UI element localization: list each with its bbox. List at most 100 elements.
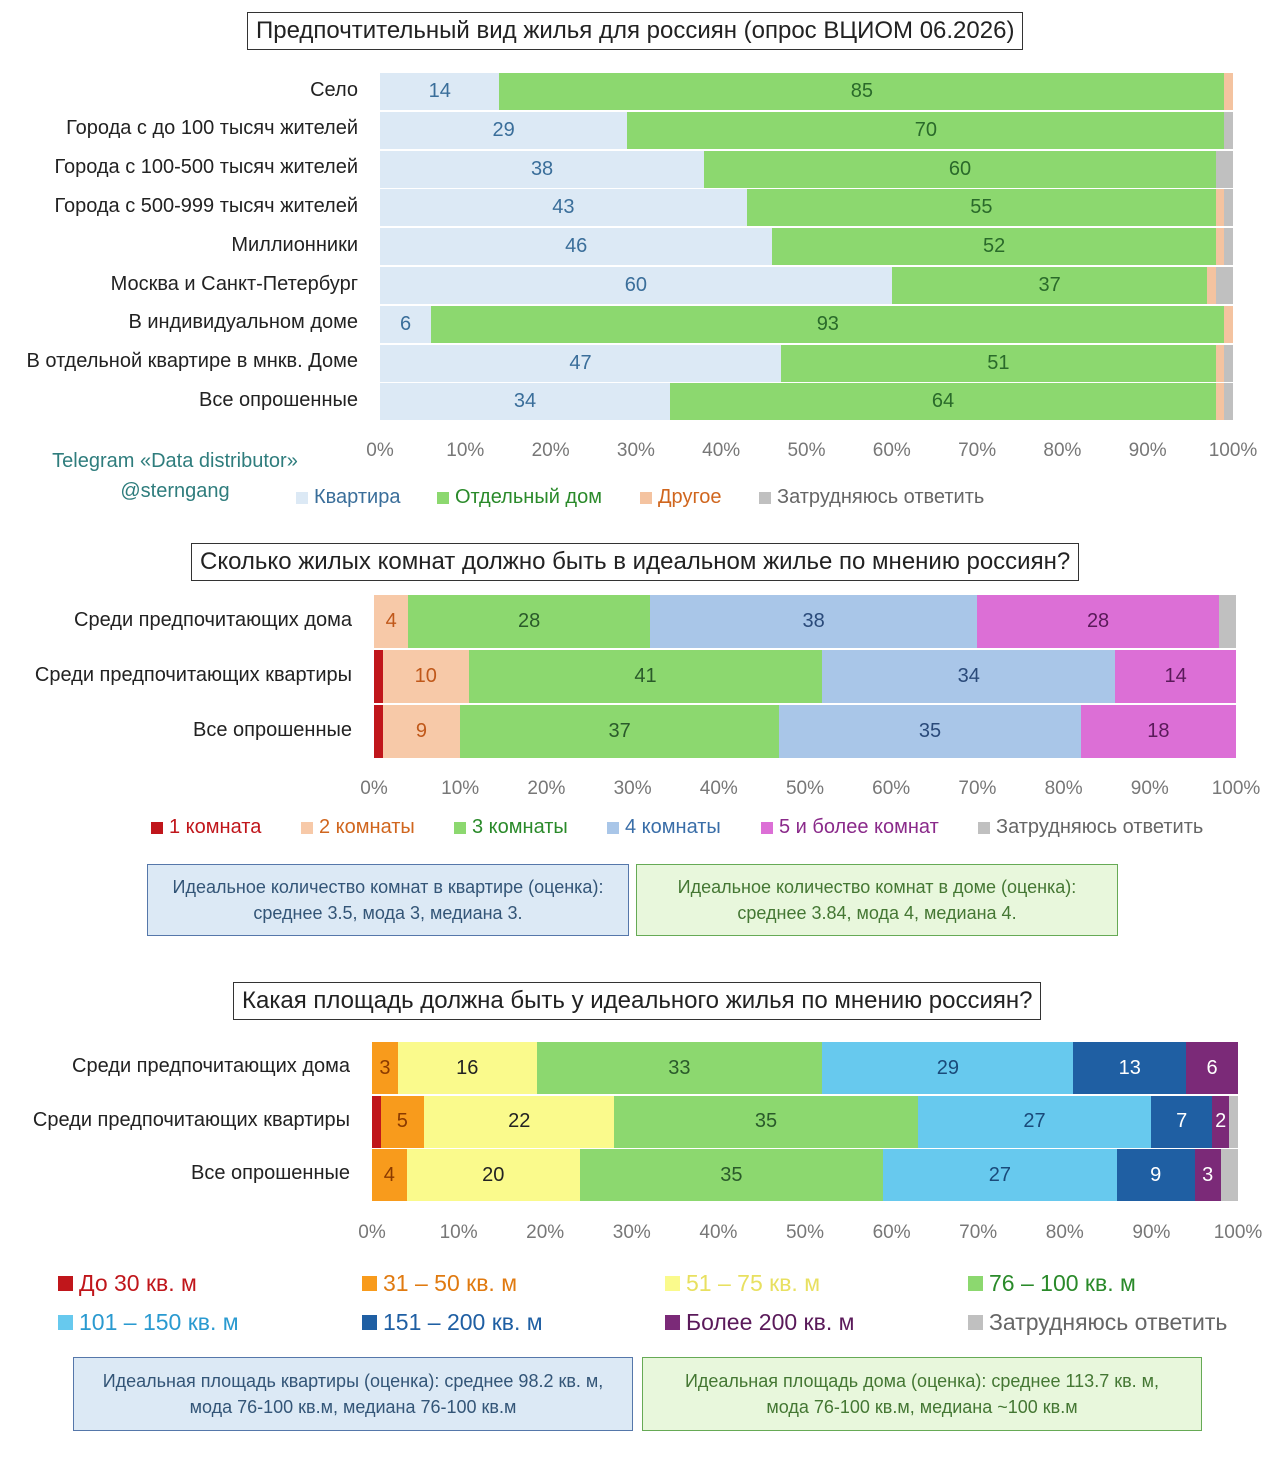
legend-label: Затрудняюсь ответить [989,1309,1228,1335]
bar-segment [1215,383,1225,421]
summary-note-text: Идеальная площадь квартиры (оценка): сре… [103,1368,604,1420]
bar-segment [1224,228,1233,266]
data-label: 47 [569,351,592,374]
x-tick-label: 20% [527,778,566,799]
data-label: 6 [1206,1056,1218,1079]
data-label: 37 [608,720,631,742]
legend-item: 76 – 100 кв. м [968,1270,1136,1297]
data-label: 18 [1147,720,1170,742]
x-tick-label: 60% [872,440,911,461]
legend-label: Затрудняюсь ответить [996,816,1204,838]
x-tick-label: 60% [872,778,911,799]
legend-swatch [362,1276,377,1291]
category-label: Село [310,78,358,101]
category-label: Города с 100-500 тысяч жителей [54,156,358,179]
bar-segment: 28 [977,595,1219,648]
x-tick-label: 10% [446,440,485,461]
bar-segment: 27 [917,1095,1152,1148]
bar-segment [1215,344,1225,382]
bar-row: 6 93 [380,305,1233,343]
data-label: 5 [396,1110,408,1132]
bar-row: 3 16 33 29 13 6 [372,1042,1238,1094]
category-label: Все опрошенные [199,388,358,411]
legend-label: 5 и более комнат [779,816,939,838]
data-label: 93 [816,312,839,335]
legend-swatch [58,1276,73,1291]
x-tick-label: 60% [872,1222,911,1243]
bar-segment [372,1095,381,1148]
data-label: 35 [754,1110,778,1132]
chart2-title: Сколько жилых комнат должно быть в идеал… [191,543,1080,581]
bar-segment: 93 [431,305,1225,343]
bar-segment: 20 [406,1149,580,1201]
data-label: 3 [379,1056,391,1079]
bar-row: 46 52 [380,228,1233,266]
legend-swatch [665,1315,680,1330]
summary-note-line: Идеальное количество комнат в квартире (… [172,877,604,897]
category-label: Среди предпочитающих дома [72,1055,350,1077]
x-tick-label: 80% [1043,440,1082,461]
legend-label: Квартира [314,486,401,508]
x-tick-label: 30% [613,778,652,799]
data-label: 9 [415,720,427,742]
data-label: 27 [1023,1110,1046,1132]
x-tick-label: 40% [699,1222,738,1243]
x-tick-label: 20% [526,1222,565,1243]
data-label: 6 [400,312,412,335]
bar-segment: 60 [380,267,892,304]
legend-label: 31 – 50 кв. м [383,1270,518,1296]
bar-segment: 35 [779,705,1081,758]
data-label: 60 [624,274,648,296]
summary-note-line: среднее 3.5, мода 3, медиана 3. [253,903,523,923]
bar-segment: 46 [380,228,773,266]
legend-label: 3 комнаты [472,816,568,838]
bar-segment: 10 [382,650,469,703]
data-label: 14 [1164,665,1187,687]
data-label: 4 [385,610,397,632]
bar-segment [1224,344,1233,382]
summary-note-line: мода 76-100 кв.м, медиана ~100 кв.м [766,1397,1078,1417]
summary-note: Идеальная площадь дома (оценка): среднее… [642,1357,1202,1431]
bar-segment: 55 [746,189,1216,227]
category-label: Города с 500-999 тысяч жителей [54,194,358,217]
x-tick-label: 90% [1128,440,1167,461]
bar-segment: 4 [372,1149,407,1201]
data-label: 22 [508,1110,531,1132]
legend-label: 2 комнаты [319,816,415,838]
bar-segment: 29 [822,1042,1074,1094]
data-label: 4 [383,1163,395,1186]
legend-label: 1 комната [169,816,262,838]
category-label: Среди предпочитающих квартиры [34,663,352,686]
bar-segment [374,650,383,703]
data-label: 34 [513,390,537,413]
category-label: Все опрошенные [193,718,352,741]
category-label: Все опрошенные [191,1162,350,1184]
bar-segment: 35 [579,1149,883,1201]
data-label: 3 [1202,1163,1214,1186]
chart1-title: Предпочтительный вид жилья для россиян (… [247,12,1024,50]
legend-item: 151 – 200 кв. м [362,1309,543,1336]
data-label: 27 [988,1163,1011,1186]
legend-item: 1 комната [151,816,261,839]
legend-label: Другое [658,486,722,508]
bar-segment [1215,228,1225,266]
data-label: 64 [931,390,955,413]
credit-line1: Telegram «Data distributor» [52,450,298,472]
bar-segment: 38 [380,150,705,188]
bar-segment: 64 [670,383,1216,421]
bar-segment: 18 [1080,705,1236,758]
bar-segment [1207,267,1216,304]
data-label: 10 [414,665,437,687]
data-label: 16 [456,1056,479,1079]
bar-row: 10 41 34 14 [374,650,1236,703]
category-label: Среди предпочитающих квартиры [32,1108,350,1131]
bar-segment: 16 [397,1042,537,1094]
bar-segment: 70 [627,111,1225,149]
data-label: 55 [970,196,993,219]
legend-swatch [454,821,466,834]
legend-item: Квартира [296,486,400,509]
legend-item: 3 комнаты [454,816,568,839]
bar-segment [1215,150,1233,188]
bar-row: 9 37 35 18 [374,705,1236,758]
category-label: В индивидуальном доме [128,311,358,334]
